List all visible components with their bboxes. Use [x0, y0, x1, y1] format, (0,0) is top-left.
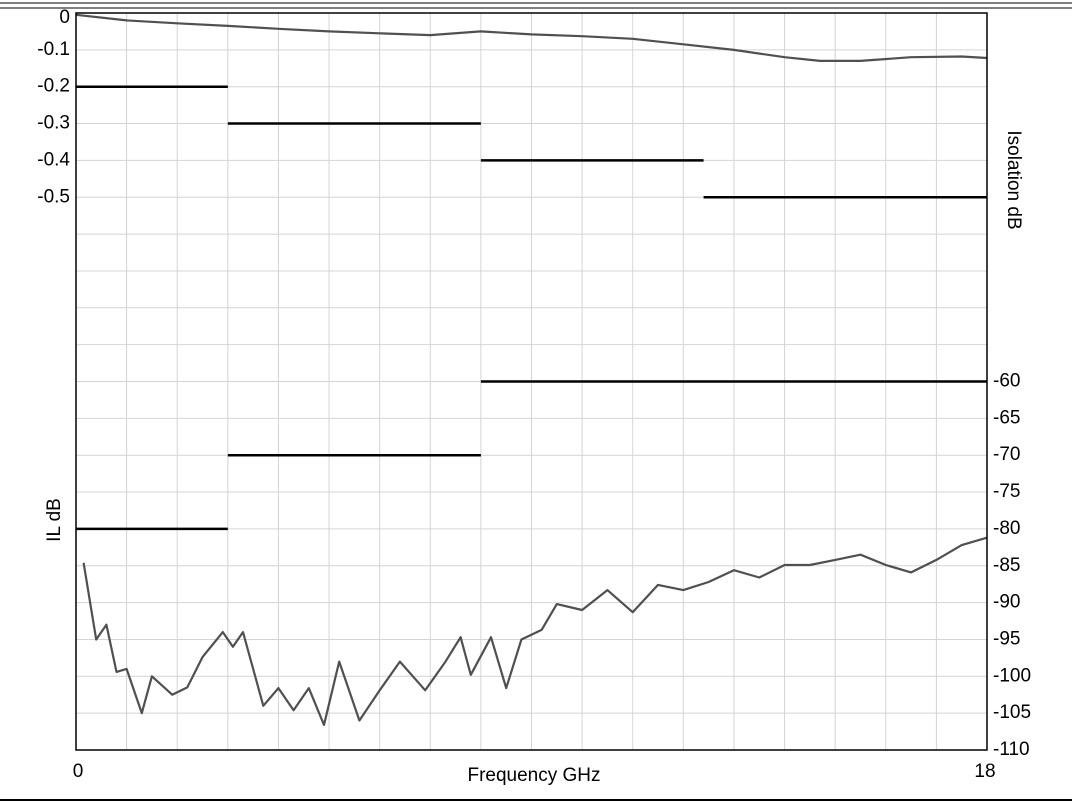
data-line	[82, 536, 988, 726]
x-tick-label: 0	[73, 761, 84, 782]
plot	[75, 13, 988, 726]
y-tick-label: -0.1	[37, 39, 70, 60]
y2-tick-label: -65	[993, 407, 1020, 428]
y-tick-label: -0.3	[37, 113, 70, 134]
plot-frame	[75, 12, 988, 751]
y2-tick-label: -60	[993, 371, 1020, 392]
y2-tick-label: -75	[993, 481, 1020, 502]
y2-tick-label: -90	[993, 592, 1020, 613]
y2-tick-label: -70	[993, 444, 1020, 465]
y-tick-label: -0.5	[37, 186, 70, 207]
y2-tick-label: -80	[993, 518, 1020, 539]
y2-tick-label: -85	[993, 555, 1020, 576]
y2-axis-label: Isolation dB	[1003, 130, 1024, 229]
y2-tick-label: -110	[993, 739, 1030, 760]
x-tick-label: 18	[974, 761, 995, 782]
y-tick-label: -0.4	[37, 149, 70, 170]
y-tick-label: -0.2	[37, 76, 70, 97]
y-tick-label: 0	[59, 7, 70, 28]
y2-tick-label: -105	[993, 702, 1031, 723]
y2-tick-label: -95	[993, 628, 1020, 649]
y2-tick-label: -100	[993, 665, 1031, 686]
x-axis-label: Frequency GHz	[467, 765, 600, 786]
y-axis-label: IL dB	[44, 498, 65, 542]
data-line	[75, 13, 988, 62]
